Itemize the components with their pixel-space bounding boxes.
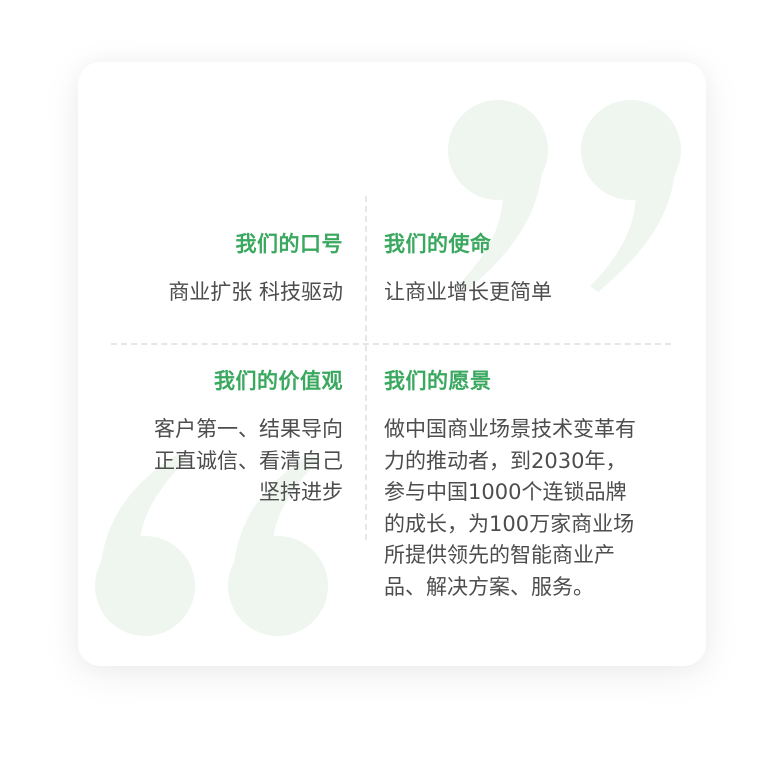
values-title: 我们的价值观: [214, 369, 343, 393]
values-section: 我们的价值观 客户第一、结果导向 正直诚信、看清自己 坚持进步: [108, 367, 343, 509]
mission-text: 让商业增长更简单: [384, 280, 552, 304]
values-line: 正直诚信、看清自己: [154, 448, 343, 473]
slogan-section: 我们的口号 商业扩张 科技驱动: [108, 230, 343, 309]
slogan-title: 我们的口号: [235, 232, 343, 256]
values-line: 客户第一、结果导向: [154, 417, 343, 441]
vision-line: 力的推动者，到2030年，: [384, 448, 627, 473]
values-text: 客户第一、结果导向 正直诚信、看清自己 坚持进步: [108, 414, 343, 509]
vision-section: 我们的愿景 做中国商业场景技术变革有 力的推动者，到2030年， 参与中国100…: [384, 367, 684, 603]
vision-line: 品、解决方案、服务。: [384, 574, 594, 599]
vision-title: 我们的愿景: [384, 369, 492, 393]
vision-text: 做中国商业场景技术变革有 力的推动者，到2030年， 参与中国1000个连锁品牌…: [384, 414, 684, 603]
mission-section: 我们的使命 让商业增长更简单: [384, 230, 684, 309]
vertical-divider: [365, 196, 367, 540]
vision-line: 参与中国1000个连锁品牌: [384, 480, 627, 504]
vision-line: 做中国商业场景技术变革有: [384, 417, 636, 441]
slogan-text: 商业扩张 科技驱动: [168, 280, 343, 304]
opening-quote-icon: [90, 454, 350, 644]
vision-line: 的成长，为100万家商业场: [384, 511, 635, 536]
closing-quote-icon: [443, 92, 703, 292]
vision-line: 所提供领先的智能商业产: [384, 543, 615, 567]
values-line: 坚持进步: [259, 480, 343, 504]
horizontal-divider: [111, 343, 671, 345]
mission-title: 我们的使命: [384, 232, 492, 256]
info-card: 我们的口号 商业扩张 科技驱动 我们的使命 让商业增长更简单 我们的价值观 客户…: [78, 62, 706, 666]
